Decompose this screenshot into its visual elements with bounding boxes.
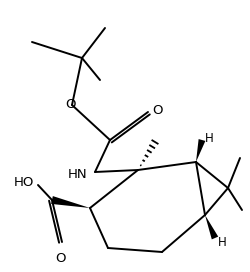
Polygon shape <box>51 196 90 208</box>
Text: H: H <box>205 131 214 144</box>
Text: H: H <box>218 236 227 249</box>
Text: HO: HO <box>14 177 34 190</box>
Polygon shape <box>196 139 205 162</box>
Text: HN: HN <box>68 168 87 181</box>
Text: O: O <box>55 252 65 265</box>
Polygon shape <box>205 215 218 239</box>
Text: O: O <box>152 104 162 116</box>
Text: O: O <box>65 98 75 112</box>
